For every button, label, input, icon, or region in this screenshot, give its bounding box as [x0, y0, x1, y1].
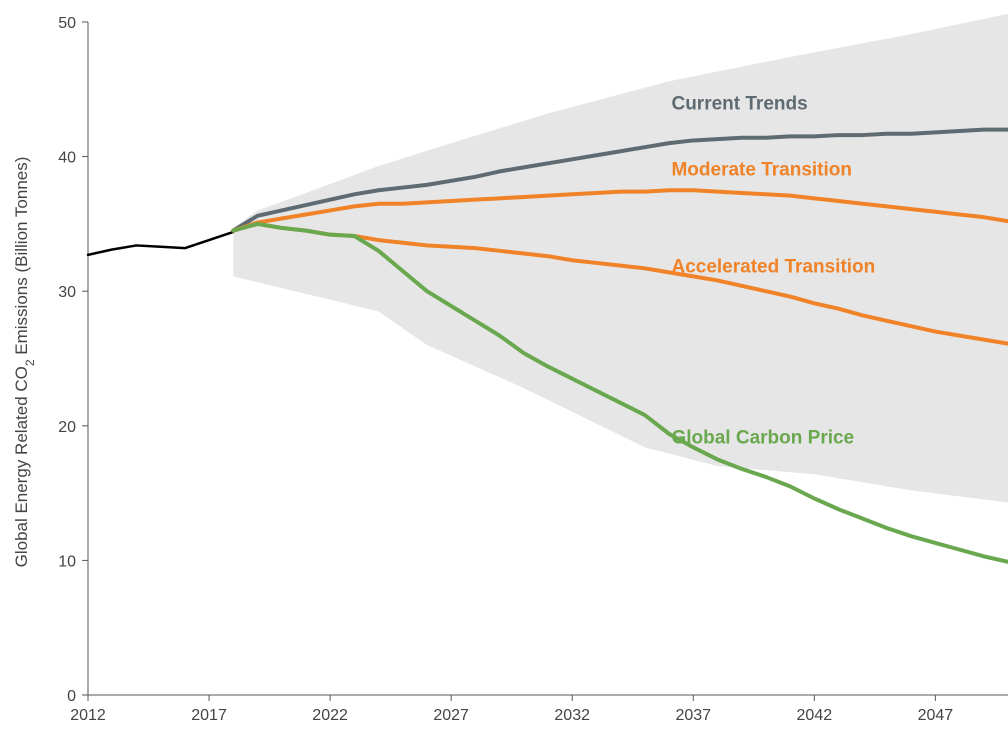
x-tick-label: 2032 [554, 707, 590, 724]
x-tick-label: 2037 [675, 707, 711, 724]
y-tick-label: 50 [58, 15, 76, 32]
uncertainty-band [233, 13, 1008, 503]
series-line-moderate-transition [231, 188, 1008, 233]
x-tick-label: 2047 [918, 707, 954, 724]
series-line-current-trends [231, 127, 1008, 233]
series-line-historical [86, 230, 235, 257]
series-line-global-carbon-price [231, 221, 1008, 564]
y-tick-label: 10 [58, 553, 76, 570]
uncertainty-band-layer [233, 13, 1008, 503]
y-axis-title-part-1: Global Energy Related CO [12, 366, 31, 567]
series-labels: Current Trends Moderate Transition Acceler… [671, 93, 875, 448]
y-axis-title-subscript: 2 [23, 359, 37, 366]
x-tick-label: 2027 [433, 707, 469, 724]
y-axis-title: Global Energy Related CO2 Emissions (Bil… [12, 157, 37, 568]
tick-marks: 0 10 20 30 40 50 2012 2017 2022 2027 2032 2037 2042 2… [58, 15, 953, 724]
x-tick-label: 2012 [70, 707, 106, 724]
label-accelerated-transition: Accelerated Transition [671, 256, 875, 277]
y-tick-label: 30 [58, 284, 76, 301]
x-tick-label: 2022 [312, 707, 348, 724]
y-axis-title-part-2: Emissions (Billion Tonnes) [12, 157, 31, 360]
y-tick-label: 0 [67, 688, 76, 705]
label-current-trends: Current Trends [671, 93, 807, 114]
series-lines [86, 127, 1008, 564]
y-tick-label: 40 [58, 150, 76, 167]
x-tick-label: 2042 [797, 707, 833, 724]
series-line-accelerated-transition [231, 221, 1008, 346]
axes [87, 22, 1008, 696]
label-global-carbon-price: Global Carbon Price [671, 427, 854, 448]
y-tick-label: 20 [58, 419, 76, 436]
x-tick-label: 2017 [191, 707, 227, 724]
label-moderate-transition: Moderate Transition [671, 159, 852, 180]
